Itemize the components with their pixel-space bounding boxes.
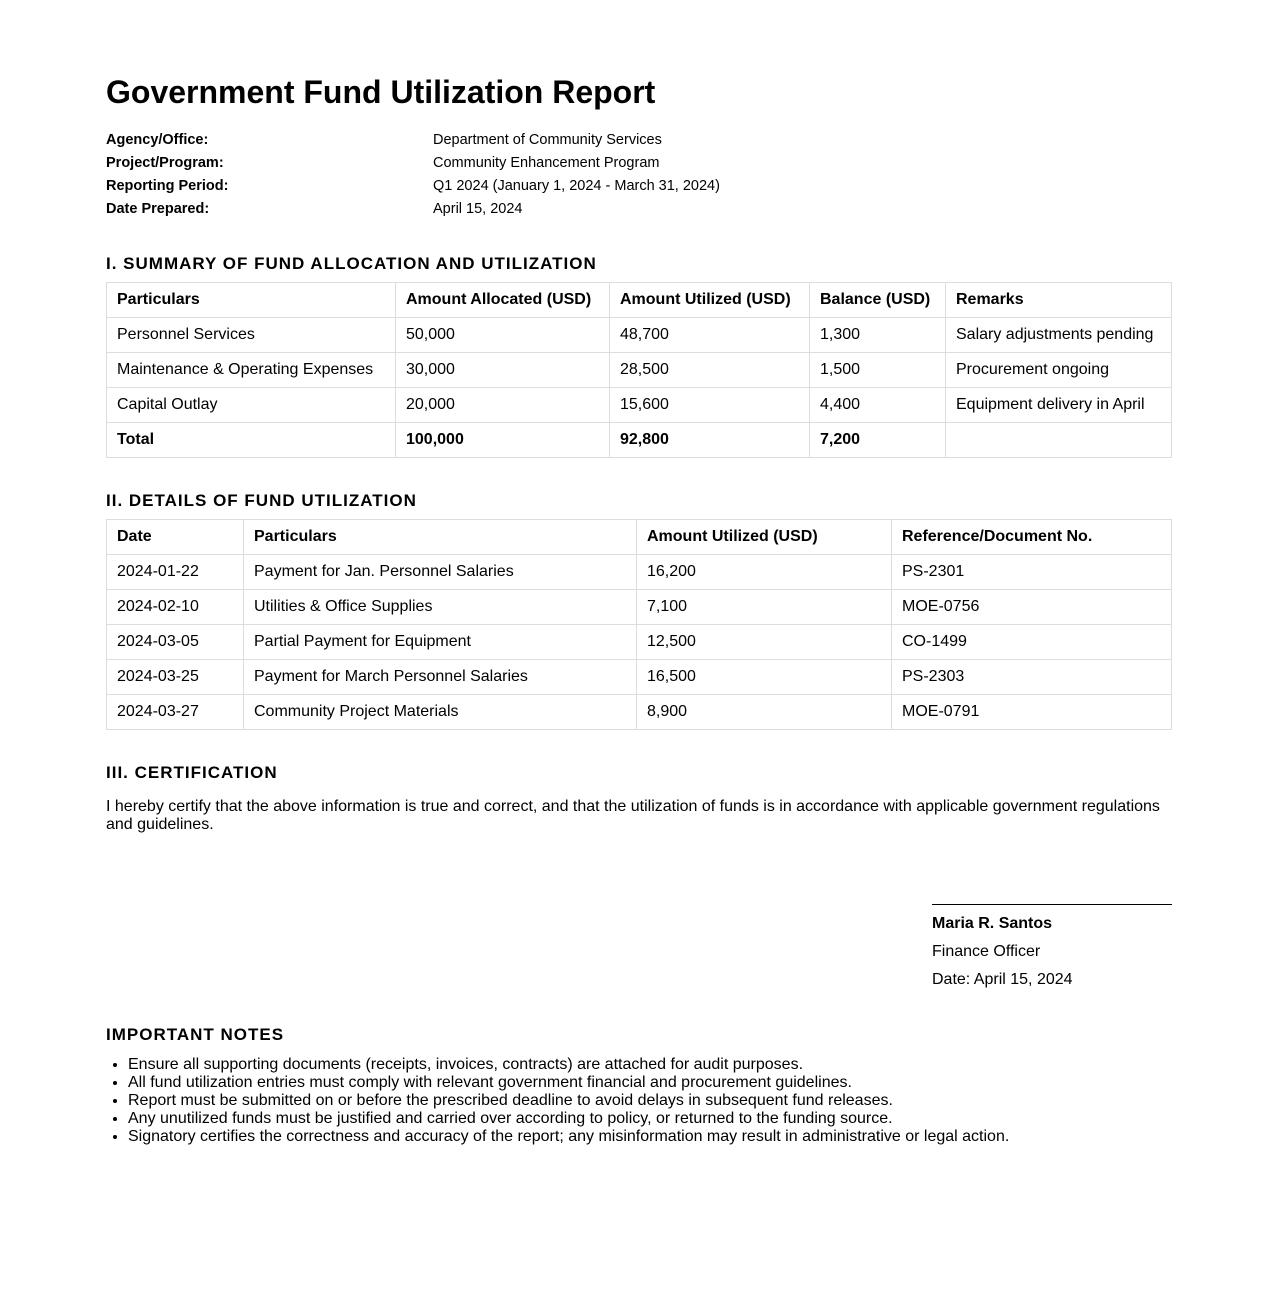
table-cell: Total: [106, 422, 396, 458]
table-cell: 20,000: [395, 387, 610, 423]
table-cell: Maintenance & Operating Expenses: [106, 352, 396, 388]
table-cell: Payment for March Personnel Salaries: [243, 659, 637, 695]
table-row: 2024-03-25 Payment for March Personnel Sa…: [106, 659, 1172, 695]
table-cell: 16,200: [636, 554, 892, 590]
table-row: 2024-03-27 Community Project Materials 8,9…: [106, 694, 1172, 730]
note-item: Ensure all supporting documents (receipt…: [128, 1056, 1009, 1074]
table-cell: 92,800: [609, 422, 810, 458]
table-cell: 100,000: [395, 422, 610, 458]
signature-block: Maria R. Santos Finance Officer Date: Ap…: [932, 904, 1172, 994]
column-header: Balance (USD): [809, 282, 946, 318]
column-header: Remarks: [945, 282, 1172, 318]
meta-value: Department of Community Services: [433, 132, 662, 148]
note-item: Report must be submitted on or before th…: [128, 1092, 1009, 1110]
table-cell: 2024-01-22: [106, 554, 244, 590]
table-cell: Partial Payment for Equipment: [243, 624, 637, 660]
table-cell: Salary adjustments pending: [945, 317, 1172, 353]
table-cell: Utilities & Office Supplies: [243, 589, 637, 625]
table-cell: [945, 422, 1172, 458]
table-cell: Personnel Services: [106, 317, 396, 353]
note-item: Signatory certifies the correctness and …: [128, 1128, 1009, 1146]
table-cell: 2024-03-05: [106, 624, 244, 660]
table-cell: 48,700: [609, 317, 810, 353]
meta-label: Date Prepared:: [106, 201, 210, 217]
signatory-name: Maria R. Santos: [932, 915, 1053, 932]
table-cell: 7,100: [636, 589, 892, 625]
notes-list: Ensure all supporting documents (receipt…: [106, 1056, 1009, 1146]
table-header-row: Particulars Amount Allocated (USD) Amount …: [106, 282, 1172, 318]
table-row: Capital Outlay 20,000 15,600 4,400 Equipment…: [106, 387, 1172, 423]
table-row: Maintenance & Operating Expenses 30,000 28…: [106, 352, 1172, 388]
meta-row: Project/Program: Community Enhancement Pr…: [106, 153, 720, 176]
table-cell: Community Project Materials: [243, 694, 637, 730]
table-cell: Payment for Jan. Personnel Salaries: [243, 554, 637, 590]
table-row: 2024-02-10 Utilities & Office Supplies 7,1…: [106, 589, 1172, 625]
table-cell: 1,300: [809, 317, 946, 353]
table-row: 2024-01-22 Payment for Jan. Personnel Sal…: [106, 554, 1172, 590]
table-cell: 30,000: [395, 352, 610, 388]
column-header: Amount Utilized (USD): [609, 282, 810, 318]
table-cell: 2024-02-10: [106, 589, 244, 625]
details-heading: II. DETAILS OF FUND UTILIZATION: [106, 491, 417, 510]
table-cell: 12,500: [636, 624, 892, 660]
meta-value: Community Enhancement Program: [433, 155, 660, 171]
meta-label: Project/Program:: [106, 155, 224, 171]
report-meta: Agency/Office: Department of Community Se…: [106, 130, 720, 222]
table-cell: 7,200: [809, 422, 946, 458]
meta-label: Reporting Period:: [106, 178, 229, 194]
notes-heading: IMPORTANT NOTES: [106, 1025, 285, 1044]
table-cell: PS-2303: [891, 659, 1172, 695]
meta-value: Q1 2024 (January 1, 2024 - March 31, 202…: [433, 178, 720, 194]
certification-heading: III. CERTIFICATION: [106, 763, 278, 782]
column-header: Amount Allocated (USD): [395, 282, 610, 318]
table-cell: MOE-0791: [891, 694, 1172, 730]
column-header: Reference/Document No.: [891, 519, 1172, 555]
table-header-row: Date Particulars Amount Utilized (USD) Refe…: [106, 519, 1172, 555]
column-header: Amount Utilized (USD): [636, 519, 892, 555]
table-cell: 16,500: [636, 659, 892, 695]
details-table: Date Particulars Amount Utilized (USD) Refe…: [106, 519, 1172, 730]
table-cell: PS-2301: [891, 554, 1172, 590]
table-cell: 2024-03-25: [106, 659, 244, 695]
table-cell: MOE-0756: [891, 589, 1172, 625]
table-row: 2024-03-05 Partial Payment for Equipment 1…: [106, 624, 1172, 660]
table-row: Personnel Services 50,000 48,700 1,300 Salar…: [106, 317, 1172, 353]
signatory-date: Date: April 15, 2024: [932, 971, 1073, 988]
column-header: Particulars: [243, 519, 637, 555]
column-header: Particulars: [106, 282, 396, 318]
summary-table: Particulars Amount Allocated (USD) Amount …: [106, 282, 1172, 458]
meta-row: Date Prepared: April 15, 2024: [106, 199, 720, 222]
meta-row: Agency/Office: Department of Community Se…: [106, 130, 720, 153]
table-cell: 28,500: [609, 352, 810, 388]
signatory-position: Finance Officer: [932, 943, 1041, 960]
table-cell: 1,500: [809, 352, 946, 388]
certification-text: I hereby certify that the above informat…: [106, 798, 1160, 833]
table-cell: 4,400: [809, 387, 946, 423]
table-cell: Capital Outlay: [106, 387, 396, 423]
note-item: All fund utilization entries must comply…: [128, 1074, 1009, 1092]
meta-value: April 15, 2024: [433, 201, 523, 217]
summary-heading: I. SUMMARY OF FUND ALLOCATION AND UTILIZ…: [106, 254, 597, 273]
table-cell: CO-1499: [891, 624, 1172, 660]
meta-row: Reporting Period: Q1 2024 (January 1, 202…: [106, 176, 720, 199]
table-cell: 50,000: [395, 317, 610, 353]
total-row: Total 100,000 92,800 7,200: [106, 422, 1172, 458]
meta-label: Agency/Office:: [106, 132, 209, 148]
column-header: Date: [106, 519, 244, 555]
table-cell: 8,900: [636, 694, 892, 730]
note-item: Any unutilized funds must be justified a…: [128, 1110, 1009, 1128]
table-cell: Equipment delivery in April: [945, 387, 1172, 423]
table-cell: 15,600: [609, 387, 810, 423]
page-title: Government Fund Utilization Report: [106, 74, 656, 110]
table-cell: 2024-03-27: [106, 694, 244, 730]
table-cell: Procurement ongoing: [945, 352, 1172, 388]
